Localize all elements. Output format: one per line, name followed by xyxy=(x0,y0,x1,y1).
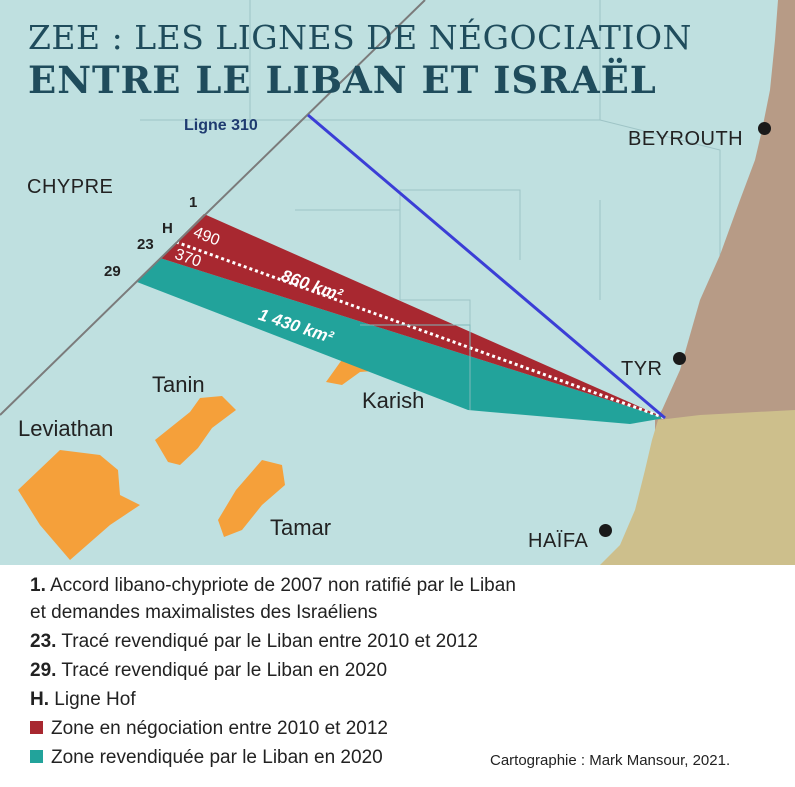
label-point-29: 29 xyxy=(104,263,121,280)
label-chypre: CHYPRE xyxy=(27,176,114,198)
label-tyr: TYR xyxy=(621,358,663,380)
gas-field-tamar xyxy=(218,460,285,537)
grid-lines xyxy=(140,0,721,410)
line-cyprus-median xyxy=(0,0,426,416)
legend-item-29: 29. Tracé revendiqué par le Liban en 202… xyxy=(30,660,388,681)
credit: Cartographie : Mark Mansour, 2021. xyxy=(490,752,731,769)
haifa-marker-icon xyxy=(599,524,612,537)
legend-item-red-zone: Zone en négociation entre 2010 et 2012 xyxy=(30,718,388,740)
label-point-1: 1 xyxy=(189,194,198,211)
zone-teal xyxy=(137,258,665,424)
line-hof xyxy=(175,240,666,420)
map-graphics xyxy=(0,0,795,565)
label-karish: Karish xyxy=(362,388,425,413)
legend-item-1-cont: et demandes maximalistes des Israéliens xyxy=(30,602,378,623)
label-haifa: HAÏFA xyxy=(528,530,589,552)
gas-field-leviathan xyxy=(18,450,140,560)
label-tanin: Tanin xyxy=(152,372,205,397)
legend-item-1: 1. Accord libano-chypriote de 2007 non r… xyxy=(30,575,516,596)
legend: 1. Accord libano-chypriote de 2007 non r… xyxy=(0,565,795,787)
title-line1: ZEE : LES LIGNES DE NÉGOCIATION xyxy=(28,18,692,57)
label-point-h: H xyxy=(162,220,173,237)
land-israel xyxy=(600,410,795,565)
label-leviathan: Leviathan xyxy=(18,416,114,441)
map: ZEE : LES LIGNES DE NÉGOCIATION ENTRE LE… xyxy=(0,0,795,565)
teal-swatch-icon xyxy=(30,750,43,763)
label-point-23: 23 xyxy=(137,236,154,253)
red-swatch-icon xyxy=(30,721,43,734)
label-tamar: Tamar xyxy=(270,515,332,540)
label-beyrouth: BEYROUTH xyxy=(628,128,744,150)
title-line2: ENTRE LE LIBAN ET ISRAËL xyxy=(28,58,657,102)
legend-item-23: 23. Tracé revendiqué par le Liban entre … xyxy=(30,631,478,652)
tyr-marker-icon xyxy=(673,352,686,365)
legend-item-h: H. Ligne Hof xyxy=(30,689,136,710)
gas-field-tanin xyxy=(155,396,236,465)
legend-item-teal-zone: Zone revendiquée par le Liban en 2020 xyxy=(30,747,383,769)
beyrouth-marker-icon xyxy=(758,122,771,135)
line-310 xyxy=(307,113,666,420)
zone-red xyxy=(160,214,665,418)
label-ligne-310: Ligne 310 xyxy=(184,117,258,134)
karish-block xyxy=(360,324,471,410)
